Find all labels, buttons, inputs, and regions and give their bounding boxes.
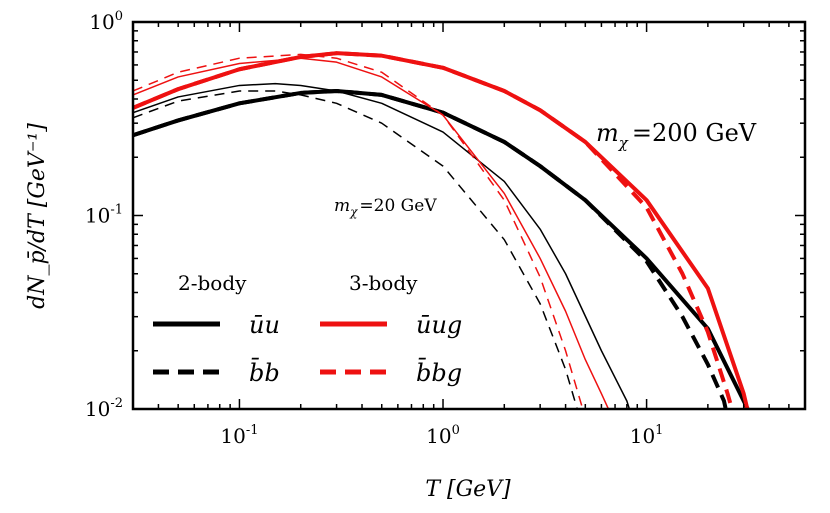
legend-label-bb: b̄b xyxy=(249,358,280,387)
tick-labels: 10-1 100 101 10-2 10-1 100 xyxy=(85,9,664,448)
series-layer xyxy=(133,51,750,409)
legend-label-uug: ūug xyxy=(416,311,462,339)
annotation-mchi-20: mχ =20 GeV xyxy=(334,196,437,219)
y-tick-label: 10-1 xyxy=(85,203,123,228)
legend-group-2body: 2-body xyxy=(178,271,247,295)
series-m20-bb-dashed xyxy=(133,90,579,409)
y-tick-label: 10-2 xyxy=(85,396,123,421)
y-axis-title: dN_p̄/dT [GeV⁻¹] xyxy=(25,123,50,309)
legend: 2-body 3-body ūu b̄b ūug b̄bg xyxy=(153,271,462,387)
series-m20-bbg-dashed xyxy=(133,53,584,409)
legend-group-3body: 3-body xyxy=(349,271,418,295)
legend-label-bbg: b̄bg xyxy=(416,358,462,387)
x-tick-label: 101 xyxy=(630,423,664,448)
series-m200-bb-dashed xyxy=(133,88,728,409)
series-m20-uu-solid xyxy=(133,82,631,409)
x-tick-label: 10-1 xyxy=(220,423,258,448)
x-tick-label: 100 xyxy=(426,423,460,448)
plot-frame xyxy=(131,20,807,411)
legend-label-uu: ūu xyxy=(249,311,280,339)
annotation-mchi-200: mχ =200 GeV xyxy=(596,119,757,152)
y-tick-label: 100 xyxy=(89,9,123,34)
x-axis-title: T [GeV] xyxy=(425,477,511,502)
series-m200-bbg-dashed xyxy=(133,51,734,409)
